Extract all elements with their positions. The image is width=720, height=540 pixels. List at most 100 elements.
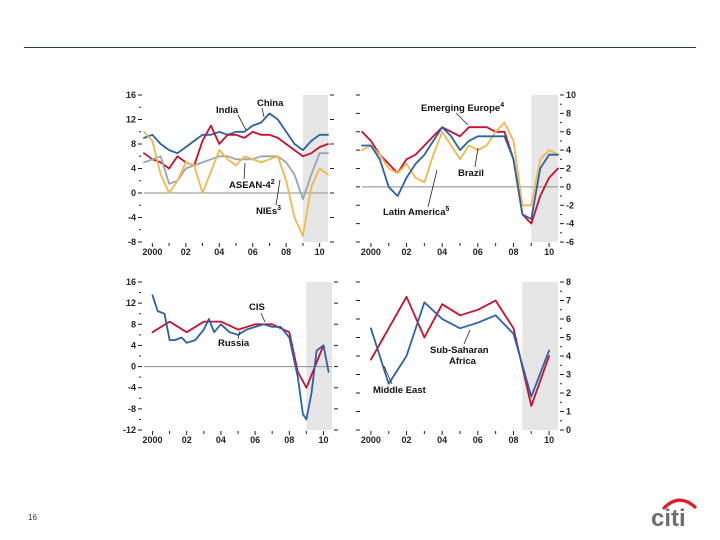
y-tick-label: 2 — [566, 164, 571, 174]
label-china: China — [257, 98, 284, 109]
x-tick-label: 06 — [473, 435, 483, 445]
x-tick-label: 10 — [544, 435, 554, 445]
series-line-latin-america — [361, 126, 559, 220]
x-tick-label: 08 — [284, 435, 294, 445]
x-tick-label: 08 — [281, 247, 291, 257]
x-tick-label: 10 — [318, 435, 328, 445]
label-latin-america: Latin America5 — [383, 206, 449, 218]
series-line-nies — [143, 130, 329, 237]
y-tick-label: -12 — [123, 425, 136, 435]
y-tick-label: 8 — [131, 139, 136, 149]
chart-emerging-markets: 10 8 6 4 2 0 -2 -4 -6 2000 02 04 06 08 10 — [356, 90, 576, 257]
label-emerging-europe: Emerging Europe4 — [421, 102, 504, 114]
series-line-asean-4 — [143, 152, 329, 201]
leader-russia — [237, 330, 241, 340]
y-tick-label: -4 — [566, 219, 574, 229]
label-middle-east: Middle East — [373, 385, 427, 396]
leader-latin-america — [427, 169, 438, 208]
x-tick-label: 02 — [402, 435, 412, 445]
y-tick-label: 0 — [566, 425, 571, 435]
leader-cis — [260, 312, 266, 323]
series-line-india — [143, 124, 329, 170]
y-tick-label: 10 — [566, 90, 576, 100]
y-tick-label: -2 — [566, 200, 574, 210]
label-india: India — [216, 105, 239, 116]
label-nies: NIEs3 — [256, 205, 281, 217]
y-tick-label: 8 — [566, 277, 571, 287]
chart-cis-russia: 16 12 8 4 0 -4 -8 -12 2000 02 04 06 08 10 — [123, 277, 338, 445]
y-tick-label: 0 — [566, 182, 571, 192]
y-tick-label: 6 — [566, 127, 571, 137]
y-tick-label: 3 — [566, 370, 571, 380]
x-tick-label: 2000 — [361, 247, 381, 257]
x-tick-label: 10 — [544, 247, 554, 257]
label-russia: Russia — [218, 338, 250, 349]
series-line-cis — [151, 320, 325, 389]
y-tick-label: 4 — [131, 340, 136, 350]
chart-asia: 16 12 8 4 0 -4 -8 2000 02 04 06 08 10 — [126, 90, 334, 257]
y-tick-label: -6 — [566, 237, 574, 247]
x-tick-label: 10 — [315, 247, 325, 257]
leader-china — [261, 107, 265, 118]
y-tick-label: 2 — [566, 388, 571, 398]
series-line-middle-east — [369, 301, 550, 398]
label-asean: ASEAN-42 — [229, 179, 275, 191]
leader-sub-saharan-africa — [463, 329, 471, 345]
y-tick-label: 5 — [566, 333, 571, 343]
y-tick-label: -4 — [128, 383, 136, 393]
x-tick-label: 08 — [508, 435, 518, 445]
series-line-brazil — [361, 121, 559, 207]
label-sub-saharan-africa-2: Africa — [449, 356, 477, 367]
y-tick-label: -8 — [128, 237, 136, 247]
x-tick-label: 06 — [248, 247, 258, 257]
y-tick-label: 6 — [566, 314, 571, 324]
page-number: 16 — [28, 513, 37, 522]
label-cis: CIS — [249, 302, 265, 313]
y-tick-label: 16 — [126, 90, 136, 100]
header-rule — [24, 47, 696, 48]
x-tick-label: 04 — [214, 247, 224, 257]
x-tick-label: 04 — [216, 435, 226, 445]
x-tick-label: 2000 — [361, 435, 381, 445]
label-sub-saharan-africa: Sub-Saharan — [430, 345, 489, 356]
x-tick-label: 04 — [437, 247, 447, 257]
y-tick-label: 4 — [566, 145, 571, 155]
x-tick-label: 2000 — [143, 435, 163, 445]
x-tick-label: 06 — [250, 435, 260, 445]
leader-nies — [275, 179, 281, 206]
series-labels: China India ASEAN-42 NIEs3 Emerging Euro… — [216, 98, 504, 396]
y-tick-label: -4 — [128, 213, 136, 223]
y-tick-label: 8 — [566, 108, 571, 118]
label-brazil: Brazil — [458, 168, 484, 179]
leader-brazil — [474, 147, 479, 168]
y-tick-label: 0 — [131, 362, 136, 372]
forecast-shade — [522, 282, 558, 430]
x-tick-label: 04 — [437, 435, 447, 445]
y-tick-label: 4 — [131, 164, 136, 174]
forecast-shade — [302, 95, 328, 242]
y-tick-label: 0 — [131, 188, 136, 198]
x-tick-label: 2000 — [142, 247, 162, 257]
leader-middle-east — [383, 365, 393, 385]
logo-wordmark: citi — [651, 505, 686, 529]
y-tick-label: -8 — [128, 404, 136, 414]
leader-india — [237, 114, 247, 131]
y-tick-label: 8 — [131, 319, 136, 329]
y-tick-label: 1 — [566, 407, 571, 417]
leader-asean — [243, 162, 246, 180]
logo-arc-icon — [662, 498, 697, 510]
leader-emerging-europe — [455, 112, 469, 126]
leader-lines — [237, 107, 479, 385]
x-tick-label: 06 — [473, 247, 483, 257]
forecast-shade — [531, 95, 558, 242]
series-line-emerging-europe — [361, 126, 559, 225]
y-tick-label: 12 — [126, 115, 136, 125]
y-tick-label: 7 — [566, 296, 571, 306]
y-tick-label: 16 — [126, 277, 136, 287]
x-tick-label: 08 — [508, 247, 518, 257]
series-line-russia — [151, 294, 330, 421]
series-line-china — [143, 112, 329, 155]
y-tick-label: 4 — [566, 351, 571, 361]
